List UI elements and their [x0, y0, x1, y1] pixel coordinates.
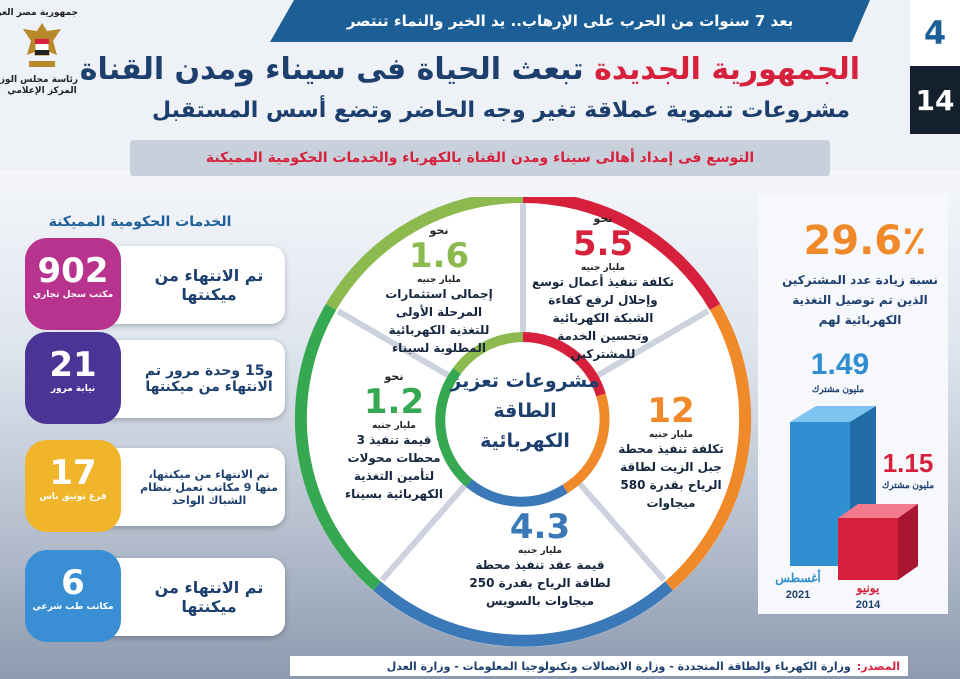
- service-text: تم الانتهاء من ميكنتها: [154, 266, 264, 304]
- wheel-center-label: مشروعات تعزيز الطاقة الكهربائية: [450, 370, 600, 452]
- segment-value: 5.5: [572, 224, 634, 264]
- service-value: 21: [49, 345, 97, 385]
- page-title: الجمهورية الجديدة تبعث الحياة فى سيناء و…: [80, 52, 860, 87]
- segment-desc: قيمة تنفيذ 3 محطات محولات لتأمين التغذية…: [344, 433, 443, 501]
- eagle-emblem-icon: [17, 19, 67, 75]
- increase-percent: 29.6٪: [803, 218, 927, 264]
- segment-desc: قيمة عقد تنفيذ محطة لطاقة الرياح بقدرة 2…: [469, 558, 611, 608]
- bar1-front: [790, 422, 850, 566]
- service-badge: 902 مكتب سجل تجاري: [25, 238, 121, 330]
- service-value: 17: [49, 453, 97, 493]
- segment-value: 1.6: [408, 236, 470, 276]
- arc-red: [523, 197, 721, 311]
- banner-text: التوسع فى إمداد أهالى سيناء ومدن القناة …: [205, 150, 755, 166]
- service-text: و15 وحدة مرور تم الانتهاء من ميكنتها: [144, 363, 274, 395]
- segment-prefix: نحو: [429, 224, 449, 237]
- ribbon-text: بعد 7 سنوات من الحرب على الإرهاب.. يد ال…: [346, 12, 794, 30]
- bar2-front: [838, 518, 898, 580]
- service-card: تم الانتهاء من ميكنتها 902 مكتب سجل تجار…: [25, 238, 285, 330]
- title-red: الجمهورية الجديدة: [594, 52, 860, 87]
- bar1-year: 2021: [786, 589, 810, 601]
- page-subtitle: مشروعات تنموية عملاقة تغير وجه الحاضر وت…: [151, 98, 850, 123]
- issue-top: 4: [910, 0, 960, 66]
- bar2-month: يونيو: [856, 581, 880, 596]
- hub-arc: [452, 332, 524, 375]
- logo-line3: المركز الإعلامي: [7, 86, 77, 96]
- segment-prefix: نحو: [593, 212, 613, 225]
- source-label: المصدر:: [856, 659, 900, 673]
- wheel-segment: نحو 1.6 مليار جنيه إجمالى استثمارات المر…: [374, 224, 504, 357]
- segment-prefix: نحو: [384, 370, 404, 383]
- section-banner: التوسع فى إمداد أهالى سيناء ومدن القناة …: [130, 140, 830, 176]
- services-heading: الخدمات الحكومية المميكنة: [48, 214, 232, 230]
- bar1-top: [790, 406, 876, 422]
- wheel-segment: نحو 5.5 مليار جنيه تكلفة تنفيذ أعمال توس…: [528, 212, 678, 363]
- arc-blue: [373, 581, 673, 647]
- wheel-segment: 4.3 مليار جنيه قيمة عقد تنفيذ محطة لطاقة…: [460, 508, 620, 610]
- segment-desc: تكلفة تنفيذ أعمال توسع وإحلال لرفع كفاءة…: [531, 275, 674, 361]
- service-unit: مكاتب طب شرعي: [32, 602, 114, 612]
- segment-unit: مليار جنيه: [649, 430, 693, 440]
- segment-unit: مليار جنيه: [417, 275, 461, 285]
- bar2-top: [838, 504, 918, 518]
- bar2-side: [898, 504, 918, 580]
- hub-arc: [522, 332, 606, 397]
- service-unit: مكتب سجل تجاري: [32, 290, 114, 300]
- service-badge: 17 فرع توثيق ناس: [25, 440, 121, 532]
- bar1-value: 1.49: [811, 348, 869, 381]
- segment-value: 12: [647, 391, 695, 431]
- segment-unit: مليار جنيه: [372, 421, 416, 431]
- bar1-unit: مليون مشترك: [812, 384, 864, 395]
- title-rest: تبعث الحياة فى سيناء ومدن القناة: [79, 52, 584, 87]
- top-ribbon: بعد 7 سنوات من الحرب على الإرهاب.. يد ال…: [270, 0, 870, 42]
- service-card: تم الانتهاء من ميكنتها 6 مكاتب طب شرعي: [25, 550, 285, 642]
- wheel-segment: نحو 1.2 مليار جنيه قيمة تنفيذ 3 محطات مح…: [334, 370, 454, 503]
- bar1-month: أغسطس: [775, 570, 820, 586]
- arc-orange: [665, 303, 752, 591]
- logo-line2: رئاسة مجلس الوزراء: [0, 75, 78, 85]
- segment-unit: مليار جنيه: [518, 546, 562, 556]
- issue-number: 4 14: [910, 0, 960, 134]
- issue-bottom: 14: [910, 66, 960, 134]
- hub: [441, 337, 605, 501]
- hub-arc: [562, 393, 610, 494]
- energy-wheel: [294, 197, 752, 647]
- service-card: و15 وحدة مرور تم الانتهاء من ميكنتها 21 …: [25, 332, 285, 424]
- increase-description: نسبة زيادة عدد المشتركين الذين تم توصيل …: [782, 273, 938, 327]
- subscribers-chart: 1.49 مليون مشترك 1.15 مليون مشترك أغسطس …: [775, 348, 934, 611]
- service-text: تم الانتهاء من ميكنتها: [154, 578, 264, 616]
- arc-green-light: [325, 197, 523, 311]
- service-badge: 21 نيابة مرور: [25, 332, 121, 424]
- segment-desc: إجمالى استثمارات المرحلة الأولى للتغذية …: [385, 287, 493, 355]
- service-badge: 6 مكاتب طب شرعي: [25, 550, 121, 642]
- source-text: وزارة الكهرباء والطاقة المتجددة - وزارة …: [386, 659, 851, 673]
- hub-arc: [435, 367, 473, 487]
- bar2-value: 1.15: [883, 448, 934, 478]
- segment-value: 4.3: [509, 507, 571, 547]
- service-card: تم الانتهاء من ميكنتها، منها 9 مكاتب تعم…: [25, 440, 285, 532]
- service-text: تم الانتهاء من ميكنتها، منها 9 مكاتب تعم…: [140, 467, 278, 507]
- segment-value: 1.2: [363, 382, 425, 422]
- cabinet-logo: جمهورية مصر العربية رئاسة مجلس الوزراء ا…: [0, 8, 78, 112]
- service-unit: فرع توثيق ناس: [39, 492, 107, 502]
- source-footer: المصدر: وزارة الكهرباء والطاقة المتجددة …: [290, 656, 908, 676]
- arc-green: [294, 303, 381, 591]
- wheel-segment: 12 مليار جنيه تكلفة تنفيذ محطة جبل الزيت…: [606, 392, 736, 512]
- service-value: 6: [61, 563, 85, 603]
- logo-line1: جمهورية مصر العربية: [0, 8, 78, 18]
- segment-unit: مليار جنيه: [581, 263, 625, 273]
- segment-desc: تكلفة تنفيذ محطة جبل الزيت لطاقة الرياح …: [618, 442, 724, 510]
- bar2-unit: مليون مشترك: [882, 480, 934, 491]
- service-value: 902: [37, 251, 109, 291]
- hub-arc: [465, 479, 568, 507]
- bar2-year: 2014: [856, 599, 881, 611]
- service-unit: نيابة مرور: [50, 384, 96, 394]
